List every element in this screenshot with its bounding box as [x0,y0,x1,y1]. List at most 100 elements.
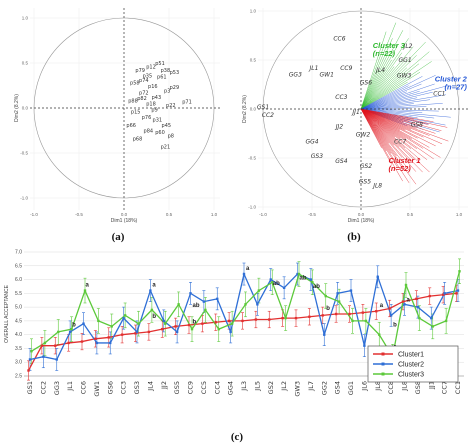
panel-a-gridlines [30,8,220,210]
data-point-cluster2 [28,358,32,361]
panel-a-point-label: p82 [137,96,147,102]
panel-a-y-axis-title: Dim2 (8.2%) [14,94,20,122]
cluster3-vector [360,71,421,110]
panel-a-point-label: p22 [166,103,176,109]
panel-c-y-tick-label: 6.5 [15,263,22,269]
panel-b-product-label: GG3 [289,72,302,79]
cluster1-name: Cluster 1 [388,156,420,165]
significance-letter: ab [300,276,307,282]
data-point-cluster1 [40,344,44,347]
panel-b-product-label: GW1 [319,72,333,79]
panel-c-x-tick-label: CC5 [200,381,208,394]
cluster3-vector [360,81,408,110]
data-point-cluster3 [57,330,60,334]
cluster2-vector [360,108,435,119]
panel-a-point-label: p74 [139,78,149,84]
cluster2-count: (n=27) [445,83,468,92]
panel-c-y-tick-label: 5.0 [15,305,22,311]
panel-c-y-ticks: 7.0 6.5 6.0 5.5 5.0 4.5 4.0 3.5 3.0 2.5 [15,250,22,380]
panel-a-point-label: p60 [155,130,165,136]
cluster3-vector [360,61,432,110]
data-point-cluster2 [68,330,72,334]
panel-a-background [20,3,227,216]
panel-a-label: (a) [112,231,125,243]
cluster3-vector [360,66,395,110]
panel-c-x-tick-label: JL7 [307,381,315,392]
data-point-cluster3 [284,316,287,320]
a-y-tick-label: 1.0 [22,16,29,21]
data-point-cluster2 [82,322,85,325]
panel-b-consumer-vectors [360,22,451,185]
data-point-cluster3 [418,316,421,320]
panel-a-point-label: p15 [131,109,141,115]
significance-letter: ab [273,281,280,287]
cluster3-vector [360,63,420,110]
panel-b-ticks: -1.0 -0.5 0.0 0.5 1.0 1.0 0.5 0.0 -0.5 -1.0 [248,9,462,218]
data-point-cluster1 [428,294,431,298]
panel-b-product-label: GS5 [359,178,371,185]
panel-c-x-tick-label: GS8 [414,381,422,394]
data-point-cluster1 [388,307,391,310]
panel-a-point-label: p76 [142,115,152,121]
cluster1-vector [360,108,430,173]
panel-c-y-tick-label: 3.5 [15,346,22,352]
panel-c-x-tick-label: CC4 [213,381,221,394]
data-point-cluster2 [416,305,420,309]
data-point-cluster3 [43,341,47,345]
significance-letter: a [152,282,156,288]
panel-a-point-label: p71 [182,100,192,106]
cluster3-vector [360,22,397,110]
cluster2-vector [360,91,433,110]
panel-b-product-label: JL1 [308,65,318,72]
cluster3-vector [360,38,393,110]
panel-c-x-tick-label: JL8 [374,381,382,392]
cluster3-vector [360,47,384,110]
panel-c-x-tick-label: GG4 [227,381,235,395]
panel-b-product-label: JL4 [375,67,385,74]
panel-c-x-tick-label: GG1 [347,381,355,395]
b-x-tick-label: 1.0 [456,212,463,217]
data-point-cluster3 [204,308,207,312]
panel-a-point-label: p29 [170,85,180,91]
cluster3-vector [360,31,387,110]
data-point-cluster2 [162,319,165,323]
data-point-cluster2 [216,297,219,301]
data-point-cluster3 [404,283,408,287]
cluster2-vector [360,94,446,110]
cluster3-vector [360,52,403,110]
panel-a-point-label: p16 [148,84,158,90]
cluster1-vector [360,108,449,142]
panel-a-point-label: p45 [162,123,172,129]
data-point-cluster1 [455,292,458,295]
data-point-cluster2 [256,303,259,306]
cluster3-vector [360,46,414,110]
data-point-cluster1 [174,325,177,328]
cluster1-vector [360,108,410,184]
data-point-cluster1 [161,327,164,331]
panel-c-x-tick-label: CC3 [120,381,128,394]
data-point-cluster3 [311,281,314,284]
data-point-cluster3 [351,319,354,323]
panel-c-x-tick-label: CC2 [39,381,47,394]
panel-a-point-label: p35 [143,73,153,79]
data-point-cluster3 [444,319,448,323]
panel-b-y-axis-title: Dim2 (8.2%) [242,95,248,123]
significance-letter: b [152,314,156,320]
cluster1-vector [360,108,410,171]
cluster2-vector [360,83,435,110]
data-point-cluster1 [214,321,217,324]
cluster2-vector [360,76,423,110]
data-point-cluster1 [187,323,191,327]
panel-b-background [248,3,471,216]
panel-c-x-tick-label: GG2 [320,381,328,395]
legend-label-cluster3: Cluster3 [398,372,424,379]
cluster1-vector [360,108,442,131]
data-point-cluster1 [120,333,124,336]
panel-a-axes [30,8,220,210]
data-point-cluster2 [109,341,112,345]
data-point-cluster1 [375,310,378,313]
panel-c-x-tick-label: GS2 [267,381,275,394]
data-point-cluster2 [202,300,206,303]
cluster1-vector [360,108,436,134]
